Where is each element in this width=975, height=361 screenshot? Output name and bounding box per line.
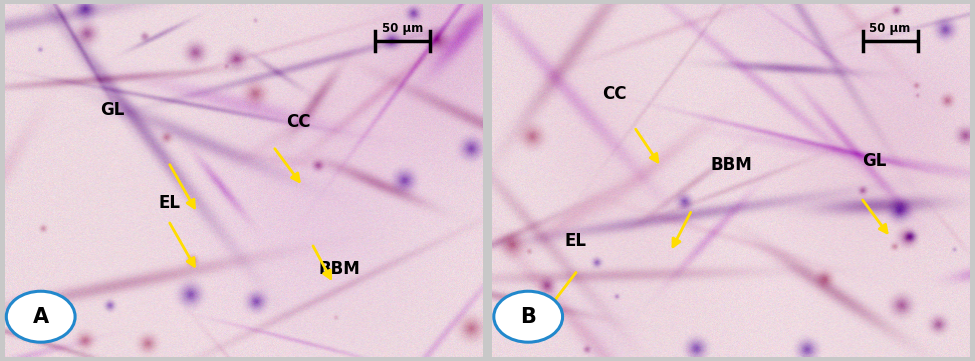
Text: BBM: BBM — [711, 156, 752, 174]
Circle shape — [493, 291, 563, 342]
Text: B: B — [521, 307, 536, 327]
Text: 50 μm: 50 μm — [382, 22, 423, 35]
Text: CC: CC — [602, 85, 627, 103]
Text: GL: GL — [100, 101, 125, 119]
Text: 50 μm: 50 μm — [870, 22, 911, 35]
Text: EL: EL — [159, 195, 180, 213]
Text: EL: EL — [565, 232, 587, 250]
Text: A: A — [32, 307, 49, 327]
Circle shape — [6, 291, 75, 342]
Text: GL: GL — [863, 152, 887, 170]
Text: CC: CC — [287, 113, 311, 131]
Text: BBM: BBM — [319, 260, 360, 278]
